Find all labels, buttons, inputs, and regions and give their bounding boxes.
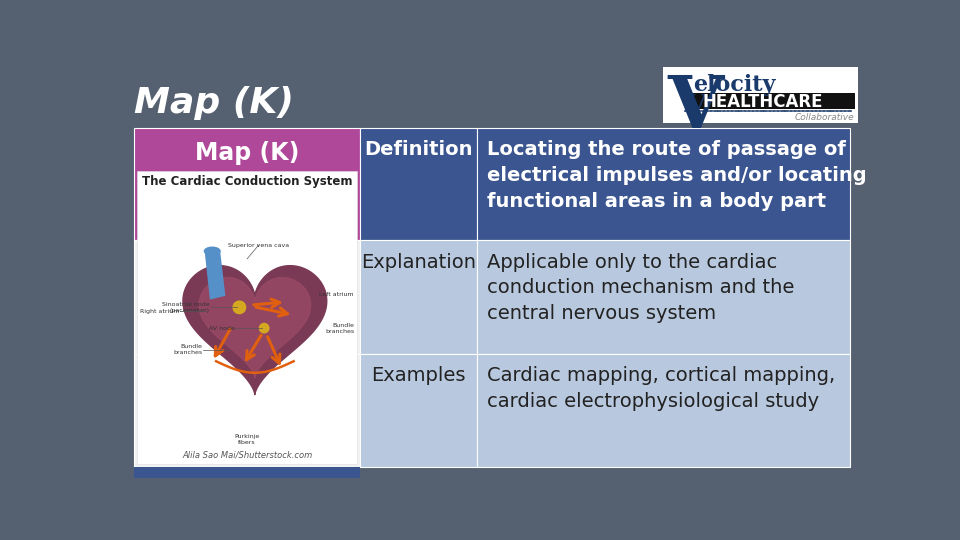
FancyBboxPatch shape bbox=[662, 67, 858, 123]
FancyBboxPatch shape bbox=[685, 92, 855, 110]
Text: Superior vena cava: Superior vena cava bbox=[228, 244, 289, 248]
Text: Bundle
branches: Bundle branches bbox=[324, 323, 354, 334]
Ellipse shape bbox=[204, 247, 221, 256]
FancyBboxPatch shape bbox=[476, 354, 850, 467]
Text: Cardiac mapping, cortical mapping,
cardiac electrophysiological study: Cardiac mapping, cortical mapping, cardi… bbox=[488, 366, 835, 410]
Circle shape bbox=[232, 300, 247, 314]
Text: Map (K): Map (K) bbox=[134, 86, 294, 120]
FancyBboxPatch shape bbox=[134, 354, 360, 467]
Text: AV node: AV node bbox=[209, 326, 234, 330]
Text: Alila Sao Mai/Shutterstock.com: Alila Sao Mai/Shutterstock.com bbox=[182, 450, 312, 459]
Text: Applicable only to the cardiac
conduction mechanism and the
central nervous syst: Applicable only to the cardiac conductio… bbox=[488, 253, 795, 323]
FancyBboxPatch shape bbox=[476, 128, 850, 240]
Text: Collaborative: Collaborative bbox=[795, 112, 854, 122]
Text: Sinoatrial node
(pacemaker): Sinoatrial node (pacemaker) bbox=[162, 302, 210, 313]
FancyBboxPatch shape bbox=[134, 128, 360, 240]
FancyBboxPatch shape bbox=[360, 240, 476, 354]
Text: Locating the route of passage of
electrical impulses and/or locating
functional : Locating the route of passage of electri… bbox=[488, 140, 867, 211]
Text: V: V bbox=[667, 72, 723, 144]
FancyBboxPatch shape bbox=[134, 467, 360, 477]
FancyBboxPatch shape bbox=[360, 354, 476, 467]
Text: elocity: elocity bbox=[693, 74, 776, 96]
Polygon shape bbox=[204, 249, 226, 300]
Text: Purkinje
fibers: Purkinje fibers bbox=[234, 434, 260, 445]
FancyBboxPatch shape bbox=[360, 128, 476, 240]
Text: V: V bbox=[686, 92, 706, 117]
Text: Right atrium: Right atrium bbox=[139, 309, 179, 314]
Polygon shape bbox=[199, 278, 311, 378]
Text: Bundle
branches: Bundle branches bbox=[173, 345, 203, 355]
Text: The Cardiac Conduction System: The Cardiac Conduction System bbox=[142, 175, 352, 188]
FancyBboxPatch shape bbox=[137, 171, 357, 464]
Text: Left atrium: Left atrium bbox=[320, 292, 354, 297]
Text: Map (K): Map (K) bbox=[195, 141, 300, 165]
Text: Examples: Examples bbox=[372, 366, 466, 385]
FancyBboxPatch shape bbox=[134, 240, 360, 354]
Text: Definition: Definition bbox=[364, 140, 472, 159]
Circle shape bbox=[259, 323, 270, 334]
Text: HEALTHCARE: HEALTHCARE bbox=[703, 93, 824, 111]
Text: Explanation: Explanation bbox=[361, 253, 476, 272]
FancyBboxPatch shape bbox=[476, 240, 850, 354]
Polygon shape bbox=[183, 266, 326, 395]
